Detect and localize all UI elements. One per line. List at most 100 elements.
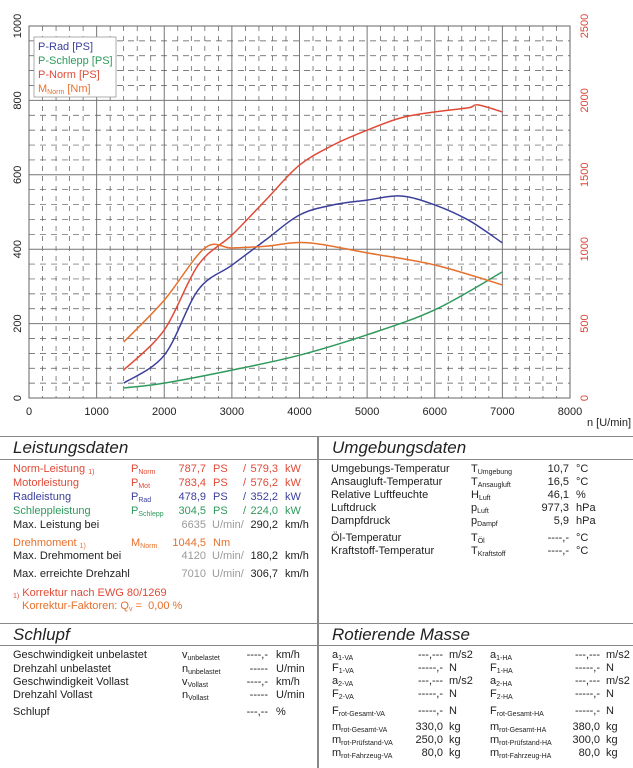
unit: °C (576, 476, 589, 488)
sym: n (182, 689, 189, 701)
divider-mid (0, 623, 633, 624)
symbol-va: F1-VA (332, 662, 354, 675)
label: Drehzahl Vollast (13, 689, 93, 701)
rotierende-masse-row: a1-VA ---,--- m/s2 a1-HA ---,--- m/s2 (319, 649, 633, 662)
sym: a (332, 675, 339, 687)
x-tick-label: 7000 (490, 406, 514, 418)
faktor-eq: = (132, 600, 146, 612)
y-right-tick-label: 500 (579, 314, 591, 332)
schlupf-row: Geschwindigkeit unbelastet vunbelastet ---… (0, 649, 317, 662)
schlupf-row: Geschwindigkeit Vollast vVollast ----,- km/… (0, 676, 317, 689)
value-va: -----,- (417, 705, 443, 717)
sym-sub: 2-HA (496, 694, 513, 701)
unit-ha: m/s2 (606, 675, 630, 687)
sym: n (182, 663, 189, 675)
value-va: ---,--- (417, 675, 443, 687)
symbol: HLuft (471, 489, 491, 502)
sym: H (471, 489, 479, 501)
sym-sub: rot-Gesamt-VA (341, 727, 388, 734)
rotierende-masse-row: mrot-Gesamt-VA 330,0 kg mrot-Gesamt-HA 380,0… (319, 721, 633, 734)
ps-unit: PS (213, 477, 228, 489)
symbol-va: a2-VA (332, 675, 353, 688)
sym-sub: 1-VA (338, 655, 354, 662)
legend-item-p-schlepp: P-Schlepp [PS] (38, 55, 113, 67)
unit-va: m/s2 (449, 649, 473, 661)
value-ha: -----,- (574, 705, 600, 717)
symbol-va: Frot-Gesamt-VA (332, 705, 385, 718)
y-axis-right-ticks: 0 500 1000 1500 2000 2500 (579, 14, 591, 401)
sym-sub: rot-Prüfstand-VA (341, 740, 393, 747)
korrektur-faktoren: Korrektur-Faktoren: Qv = 0,00 % (0, 600, 317, 614)
value-va: -----,- (417, 688, 443, 700)
sym-sub: rot-Gesamt-HA (499, 727, 547, 734)
label: Max. erreichte Drehzahl (13, 568, 130, 580)
sym-sub: Vollast (187, 682, 209, 689)
series-line-m-norm-nm (123, 241, 503, 343)
sep: / (243, 463, 247, 475)
sym: P (131, 477, 139, 489)
row-motorleistung: Motorleistung PMot 783,4 PS / 576,2 kW (0, 477, 317, 491)
value: 977,3 (541, 502, 569, 514)
row-max-leistung: Max. Leistung bei 6635 U/min/ 290,2 km/h (0, 519, 317, 533)
label: Relative Luftfeuchte (331, 489, 429, 501)
sep: / (243, 505, 247, 517)
unit-va: kg (449, 734, 461, 746)
rotierende-masse-row: Frot-Gesamt-VA -----,- N Frot-Gesamt-HA ----… (319, 705, 633, 718)
label: Luftdruck (331, 502, 377, 514)
unit-ha: kg (606, 747, 618, 759)
unit-va: N (449, 705, 457, 717)
speed-value: 306,7 (250, 568, 278, 580)
rpm-value: 4120 (181, 550, 206, 562)
sym-sub: unbelastet (187, 655, 220, 662)
sym-sub: 2-VA (338, 681, 354, 688)
symbol-va: a1-VA (332, 649, 353, 662)
sym: F (332, 662, 339, 674)
symbol: TÖl (471, 532, 485, 545)
sym: a (332, 649, 339, 661)
value: ----,- (547, 545, 569, 557)
divider-leistung-header (0, 459, 633, 460)
unit: % (276, 706, 286, 718)
ps-unit: PS (213, 505, 228, 517)
symbol-ha: F2-HA (490, 688, 513, 701)
sep: / (243, 491, 247, 503)
label: Dampfdruck (331, 515, 391, 527)
schlupf-title: Schlupf (13, 625, 70, 644)
label: Radleistung (13, 491, 72, 503)
legend-m-tail: [Nm] (64, 83, 90, 95)
row-drehmoment: Drehmoment 1) MNorm 1044,5 Nm (0, 537, 317, 551)
umgebung-row: Öl-Temperatur TÖl ----,- °C (319, 532, 633, 545)
legend-item-p-rad: P-Rad [PS] (38, 41, 93, 53)
sym: m (332, 747, 342, 759)
label: Kraftstoff-Temperatur (331, 545, 435, 557)
torque-value: 1044,5 (172, 537, 206, 549)
kw-value: 224,0 (250, 505, 278, 517)
x-tick-label: 5000 (355, 406, 379, 418)
legend-item-m-norm: MNorm [Nm] (38, 83, 91, 96)
rotierende-masse-title: Rotierende Masse (332, 625, 470, 644)
unit: °C (576, 532, 589, 544)
umgebungsdaten-title: Umgebungsdaten (332, 438, 467, 457)
sym: T (471, 532, 478, 544)
sym: F (332, 688, 339, 700)
symbol-va: mrot-Gesamt-VA (332, 721, 387, 734)
unit: U/min (276, 689, 305, 701)
x-tick-label: 6000 (423, 406, 447, 418)
sym: M (131, 537, 141, 549)
rotierende-masse-row: mrot-Fahrzeug-VA 80,0 kg mrot-Fahrzeug-HA 80… (319, 747, 633, 760)
symbol: MNorm (131, 537, 157, 550)
symbol: PSchlepp (131, 505, 164, 518)
unit-va: N (449, 688, 457, 700)
kw-unit: kW (285, 477, 301, 489)
ps-unit: PS (213, 491, 228, 503)
value-va: ---,--- (417, 649, 443, 661)
symbol: vunbelastet (182, 649, 220, 662)
label: Motorleistung (13, 477, 80, 489)
value: ---,-- (246, 706, 268, 718)
faktor-label: Korrektur-Faktoren: Q (22, 600, 129, 612)
value-ha: ---,--- (574, 675, 600, 687)
sym: F (332, 705, 339, 717)
unit: km/h (276, 649, 300, 661)
chart-series (123, 104, 503, 389)
x-axis-ticks: 0 1000 2000 3000 4000 5000 6000 7000 8000 (26, 406, 582, 418)
